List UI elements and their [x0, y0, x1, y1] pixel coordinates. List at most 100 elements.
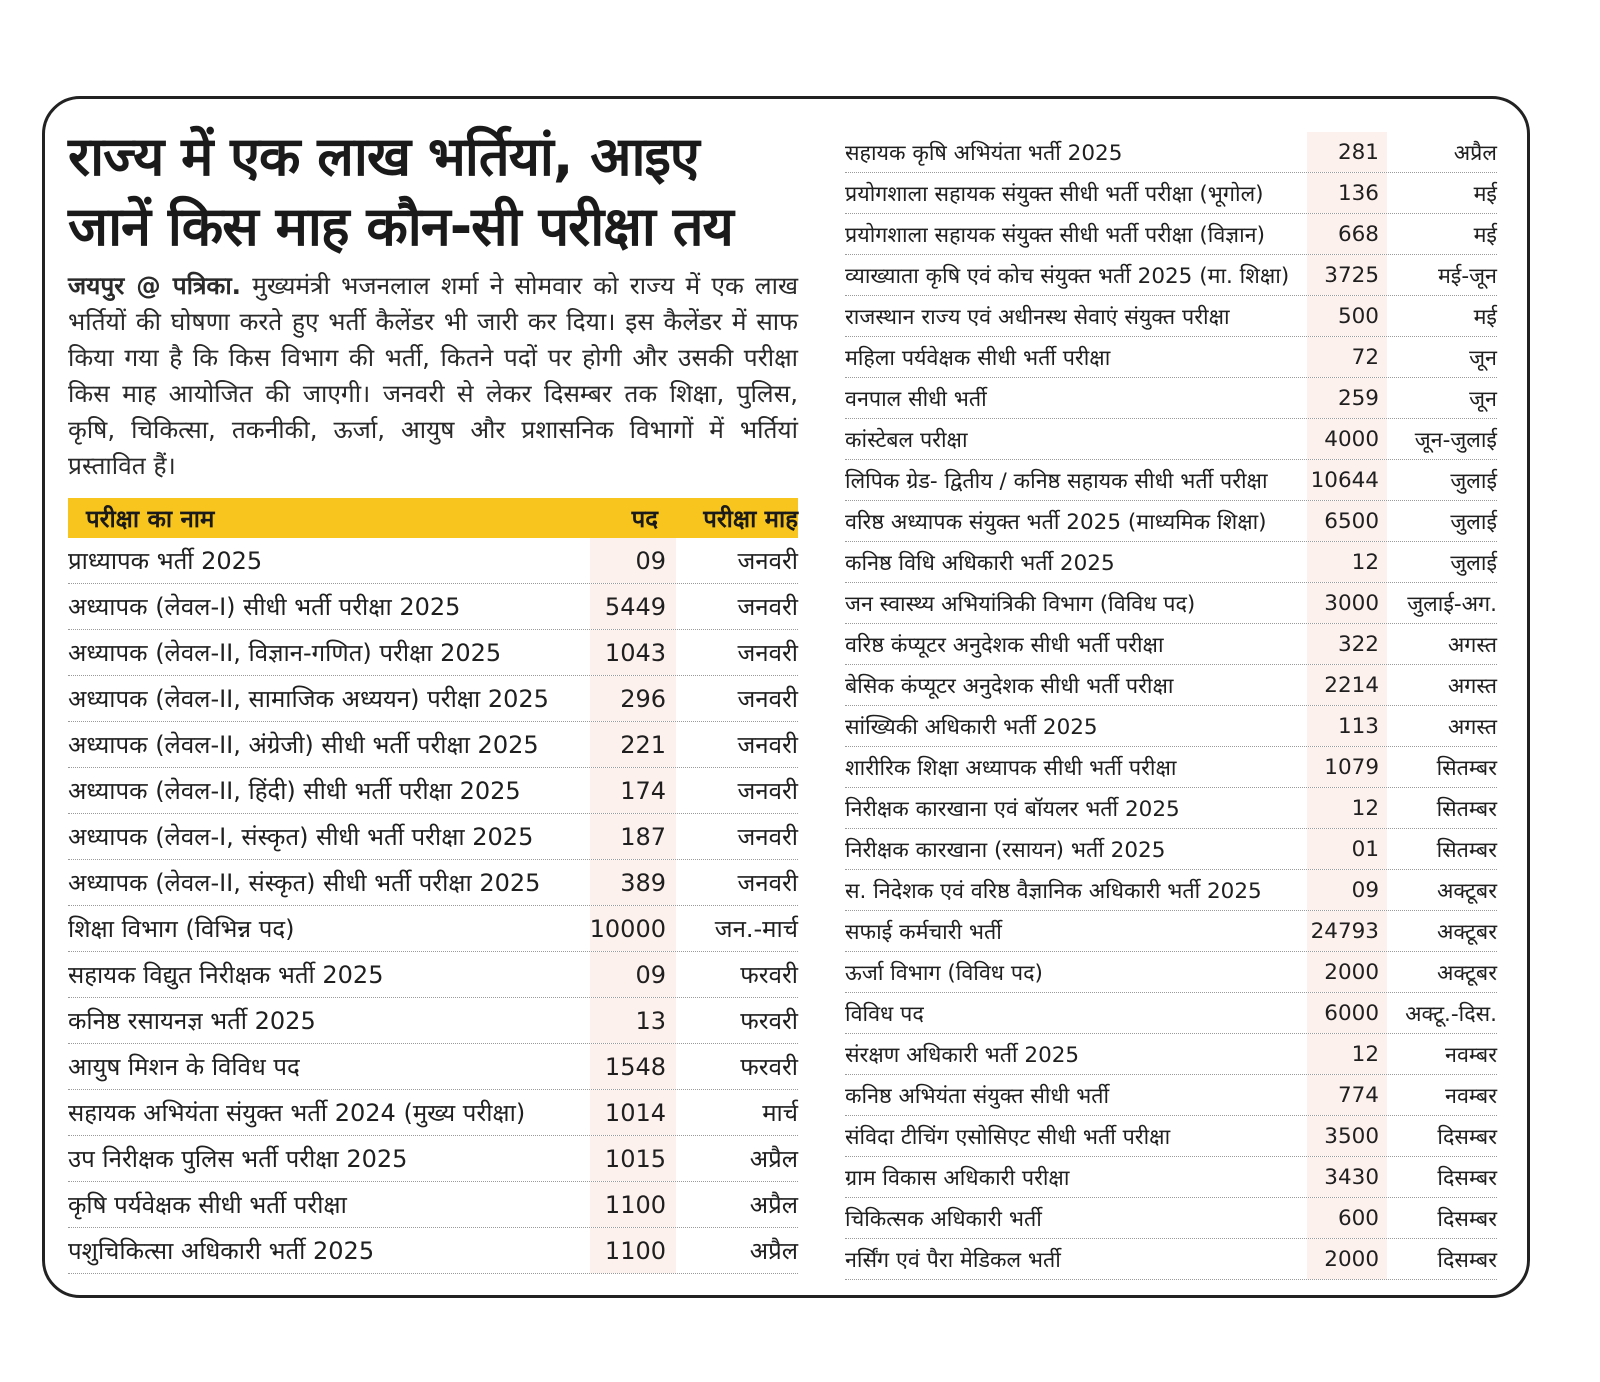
- table-row: प्रयोगशाला सहायक संयुक्त सीधी भर्ती परीक…: [845, 173, 1497, 214]
- exam-month-cell: फरवरी: [740, 961, 798, 989]
- table-row: बेसिक कंप्यूटर अनुदेशक सीधी भर्ती परीक्ष…: [845, 665, 1497, 706]
- exam-month-cell: नवम्बर: [1445, 1083, 1497, 1109]
- exam-month-cell: जनवरी: [737, 731, 798, 759]
- exam-name-cell: नर्सिंग एवं पैरा मेडिकल भर्ती: [845, 1247, 1061, 1273]
- exam-month-cell: जन.-मार्च: [714, 915, 798, 943]
- posts-cell: 1014: [590, 1090, 676, 1135]
- exam-month-cell: अप्रैल: [1453, 140, 1497, 166]
- posts-cell: 389: [590, 860, 676, 905]
- exam-name-cell: शिक्षा विभाग (विभिन्न पद): [68, 915, 295, 943]
- table-row: नर्सिंग एवं पैरा मेडिकल भर्ती 2000 दिसम्बर: [845, 1239, 1497, 1280]
- posts-cell: 1043: [590, 630, 676, 675]
- posts-cell: 1100: [590, 1182, 676, 1227]
- posts-cell: 5449: [590, 584, 676, 629]
- exam-month-cell: जनवरी: [737, 823, 798, 851]
- lead-text: मुख्यमंत्री भजनलाल शर्मा ने सोमवार को रा…: [68, 271, 798, 480]
- exam-name-cell: प्रयोगशाला सहायक संयुक्त सीधी भर्ती परीक…: [845, 222, 1265, 248]
- posts-cell: 259: [1307, 378, 1387, 418]
- exam-month-cell: अगस्त: [1447, 632, 1497, 658]
- exam-name-cell: अध्यापक (लेवल-II, संस्कृत) सीधी भर्ती पर…: [68, 869, 541, 897]
- exam-name-cell: आयुष मिशन के विविध पद: [68, 1053, 300, 1081]
- exam-name-cell: सांख्यिकी अधिकारी भर्ती 2025: [845, 714, 1098, 740]
- exam-name-cell: पशुचिकित्सा अधिकारी भर्ती 2025: [68, 1237, 375, 1265]
- exam-name-cell: सफाई कर्मचारी भर्ती: [845, 919, 1002, 945]
- table-row: उप निरीक्षक पुलिस भर्ती परीक्षा 2025 1015…: [68, 1136, 798, 1182]
- exam-month-cell: मई: [1473, 222, 1497, 248]
- exam-name-cell: कृषि पर्यवेक्षक सीधी भर्ती परीक्षा: [68, 1191, 347, 1219]
- exam-name-cell: वरिष्ठ अध्यापक संयुक्त भर्ती 2025 (माध्य…: [845, 509, 1267, 535]
- table-row: संरक्षण अधिकारी भर्ती 2025 12 नवम्बर: [845, 1034, 1497, 1075]
- exam-name-cell: सहायक अभियंता संयुक्त भर्ती 2024 (मुख्य …: [68, 1099, 526, 1127]
- exam-name-cell: निरीक्षक कारखाना एवं बॉयलर भर्ती 2025: [845, 796, 1180, 822]
- exam-month-cell: अक्टूबर: [1436, 878, 1497, 904]
- table-row: वरिष्ठ अध्यापक संयुक्त भर्ती 2025 (माध्य…: [845, 501, 1497, 542]
- table-row: सहायक कृषि अभियंता भर्ती 2025 281 अप्रैल: [845, 132, 1497, 173]
- posts-cell: 13: [590, 998, 676, 1043]
- posts-cell: 6500: [1307, 501, 1387, 541]
- posts-cell: 281: [1307, 132, 1387, 172]
- table-row: अध्यापक (लेवल-I, संस्कृत) सीधी भर्ती परी…: [68, 814, 798, 860]
- exam-month-cell: जनवरी: [737, 639, 798, 667]
- posts-cell: 136: [1307, 173, 1387, 213]
- exam-month-cell: मार्च: [762, 1099, 798, 1127]
- exam-name-cell: संविदा टीचिंग एसोसिएट सीधी भर्ती परीक्षा: [845, 1124, 1171, 1150]
- header-posts: पद: [631, 504, 658, 533]
- exam-month-cell: जनवरी: [737, 593, 798, 621]
- posts-cell: 174: [590, 768, 676, 813]
- exam-name-cell: अध्यापक (लेवल-I, संस्कृत) सीधी भर्ती परी…: [68, 823, 534, 851]
- table-row: चिकित्सक अधिकारी भर्ती 600 दिसम्बर: [845, 1198, 1497, 1239]
- exam-month-cell: अप्रैल: [749, 1145, 798, 1173]
- exam-name-cell: व्याख्याता कृषि एवं कोच संयुक्त भर्ती 20…: [845, 263, 1290, 289]
- posts-cell: 600: [1307, 1198, 1387, 1238]
- dateline: जयपुर @ पत्रिका.: [68, 271, 241, 300]
- exam-name-cell: उप निरीक्षक पुलिस भर्ती परीक्षा 2025: [68, 1145, 408, 1173]
- exam-month-cell: दिसम्बर: [1437, 1247, 1497, 1273]
- table-row: निरीक्षक कारखाना एवं बॉयलर भर्ती 2025 12 स…: [845, 788, 1497, 829]
- exam-month-cell: अप्रैल: [749, 1191, 798, 1219]
- table-row: निरीक्षक कारखाना (रसायन) भर्ती 2025 01 सित…: [845, 829, 1497, 870]
- exam-month-cell: दिसम्बर: [1437, 1206, 1497, 1232]
- exam-month-cell: फरवरी: [740, 1007, 798, 1035]
- table-row: कनिष्ठ विधि अधिकारी भर्ती 2025 12 जुलाई: [845, 542, 1497, 583]
- exam-month-cell: अक्टू.-दिस.: [1405, 1001, 1497, 1027]
- posts-cell: 322: [1307, 624, 1387, 664]
- posts-cell: 09: [590, 952, 676, 997]
- exam-name-cell: वरिष्ठ कंप्यूटर अनुदेशक सीधी भर्ती परीक्…: [845, 632, 1164, 658]
- exam-name-cell: अध्यापक (लेवल-II, हिंदी) सीधी भर्ती परीक…: [68, 777, 521, 805]
- table-row: लिपिक ग्रेड- द्वितीय / कनिष्ठ सहायक सीधी…: [845, 460, 1497, 501]
- posts-cell: 10000: [590, 906, 676, 951]
- exam-month-cell: जून: [1469, 386, 1497, 412]
- posts-cell: 500: [1307, 296, 1387, 336]
- table-row: कनिष्ठ रसायनज्ञ भर्ती 2025 13 फरवरी: [68, 998, 798, 1044]
- exam-name-cell: अध्यापक (लेवल-II, विज्ञान-गणित) परीक्षा …: [68, 639, 502, 667]
- table-row: सहायक अभियंता संयुक्त भर्ती 2024 (मुख्य …: [68, 1090, 798, 1136]
- table-row: वनपाल सीधी भर्ती 259 जून: [845, 378, 1497, 419]
- table-row: सहायक विद्युत निरीक्षक भर्ती 2025 09 फरवरी: [68, 952, 798, 998]
- table-row: संविदा टीचिंग एसोसिएट सीधी भर्ती परीक्षा…: [845, 1116, 1497, 1157]
- exam-month-cell: मई-जून: [1437, 263, 1497, 289]
- exam-month-cell: मई: [1473, 304, 1497, 330]
- exam-month-cell: जुलाई: [1450, 468, 1497, 494]
- headline: राज्य में एक लाख भर्तियां, आइए जानें किस…: [68, 122, 798, 262]
- table-row: शारीरिक शिक्षा अध्यापक सीधी भर्ती परीक्ष…: [845, 747, 1497, 788]
- posts-cell: 3725: [1307, 255, 1387, 295]
- posts-cell: 668: [1307, 214, 1387, 254]
- exam-month-cell: सितम्बर: [1436, 837, 1497, 863]
- table-row: कृषि पर्यवेक्षक सीधी भर्ती परीक्षा 1100 अप…: [68, 1182, 798, 1228]
- exam-name-cell: सहायक कृषि अभियंता भर्ती 2025: [845, 140, 1123, 166]
- header-exam-name: परीक्षा का नाम: [86, 504, 215, 533]
- left-column: राज्य में एक लाख भर्तियां, आइए जानें किस…: [68, 122, 798, 1274]
- left-table-body: प्राध्यापक भर्ती 2025 09 जनवरी अध्यापक (लेव…: [68, 538, 798, 1274]
- exam-name-cell: राजस्थान राज्य एवं अधीनस्थ सेवाएं संयुक्…: [845, 304, 1230, 330]
- table-row: शिक्षा विभाग (विभिन्न पद) 10000 जन.-मार्च: [68, 906, 798, 952]
- posts-cell: 6000: [1307, 993, 1387, 1033]
- posts-cell: 2000: [1307, 952, 1387, 992]
- exam-month-cell: मई: [1473, 181, 1497, 207]
- posts-cell: 113: [1307, 706, 1387, 746]
- posts-cell: 774: [1307, 1075, 1387, 1115]
- table-row: कनिष्ठ अभियंता संयुक्त सीधी भर्ती 774 नवम्…: [845, 1075, 1497, 1116]
- exam-name-cell: प्राध्यापक भर्ती 2025: [68, 547, 263, 575]
- table-row: व्याख्याता कृषि एवं कोच संयुक्त भर्ती 20…: [845, 255, 1497, 296]
- exam-month-cell: सितम्बर: [1436, 755, 1497, 781]
- exam-month-cell: जुलाई: [1450, 550, 1497, 576]
